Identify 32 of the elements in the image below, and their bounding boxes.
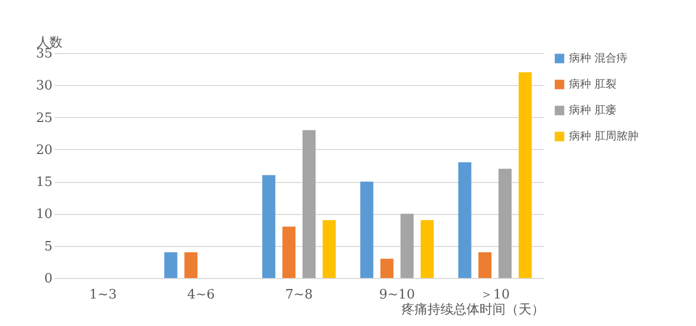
x-tick-label: ＞10 bbox=[480, 288, 510, 302]
legend-label: 病种 肛瘘 bbox=[569, 104, 616, 116]
y-tick-label: 35 bbox=[36, 46, 52, 62]
bar bbox=[518, 72, 532, 278]
x-tick-label: 7~8 bbox=[285, 288, 313, 302]
y-tick-label: 20 bbox=[36, 142, 52, 158]
y-tick-label: 0 bbox=[44, 272, 52, 286]
x-axis-title: 疼痛持续总体时间（天） bbox=[402, 302, 544, 318]
bar bbox=[282, 226, 296, 278]
bar bbox=[380, 258, 394, 278]
legend-label: 病种 混合痔 bbox=[569, 52, 628, 64]
y-tick-label: 30 bbox=[36, 78, 52, 94]
legend-label: 病种 肛周脓肿 bbox=[569, 130, 638, 142]
bar bbox=[478, 252, 492, 278]
x-tick-label: 9~10 bbox=[379, 288, 415, 302]
bar bbox=[262, 175, 276, 278]
bar bbox=[360, 182, 374, 278]
x-tick-label: 1~3 bbox=[89, 288, 117, 302]
y-tick-label: 10 bbox=[36, 207, 52, 222]
bar bbox=[498, 168, 512, 278]
bar bbox=[164, 252, 178, 278]
y-tick-label: 15 bbox=[36, 175, 52, 190]
x-tick-label: 4~6 bbox=[187, 288, 215, 302]
bar bbox=[322, 220, 336, 278]
bar bbox=[302, 130, 316, 278]
legend-label: 病种 肛裂 bbox=[569, 78, 616, 90]
bar bbox=[400, 214, 414, 278]
bar bbox=[420, 220, 434, 278]
y-tick-label: 5 bbox=[44, 239, 52, 254]
y-tick-label: 25 bbox=[36, 110, 52, 126]
bar bbox=[458, 162, 472, 278]
bar bbox=[184, 252, 198, 278]
